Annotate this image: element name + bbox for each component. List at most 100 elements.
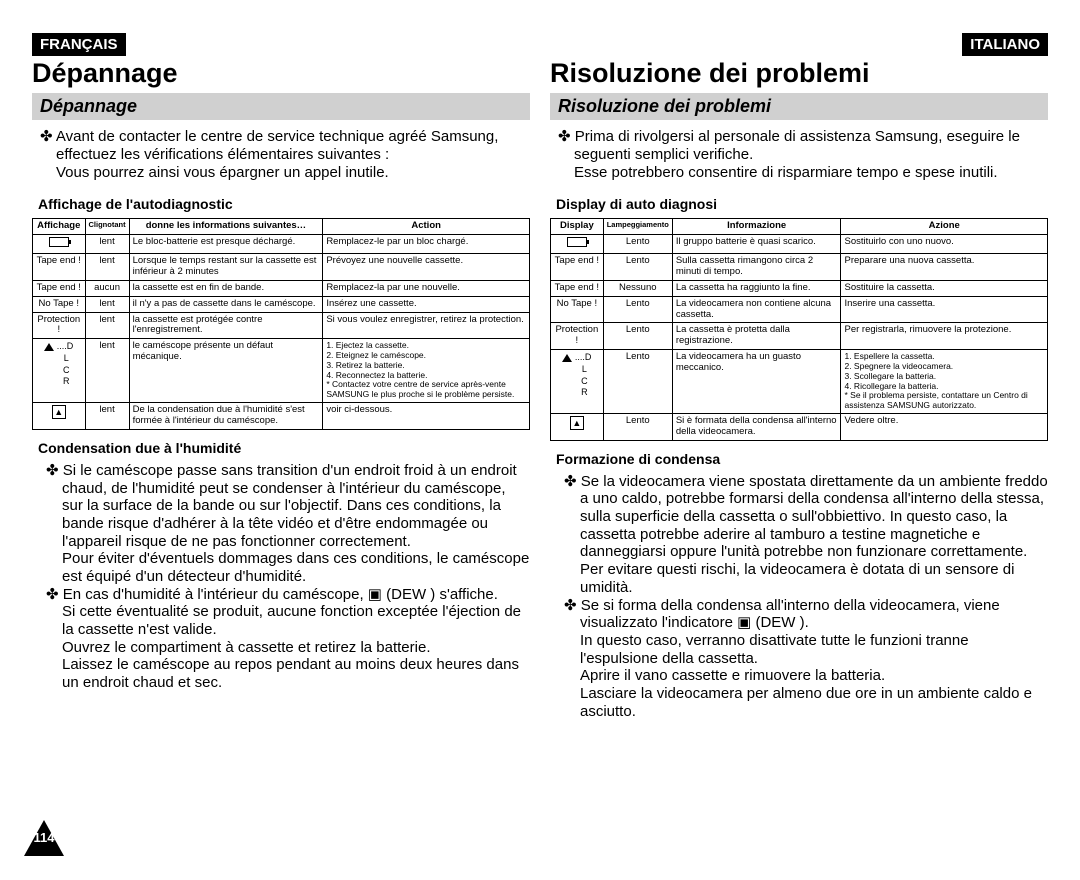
table-row: No Tape !LentoLa videocamera non contien… bbox=[551, 296, 1048, 323]
condensation-title: Formazione di condensa bbox=[556, 451, 1048, 467]
paragraph: Pour éviter d'éventuels dommages dans ce… bbox=[62, 550, 530, 585]
cell-action: Sostituire la cassetta. bbox=[841, 280, 1048, 296]
page-title: Risoluzione dei problemi bbox=[550, 58, 1048, 89]
cell-display: Protection ! bbox=[33, 312, 86, 339]
cell-info: la cassette est protégée contre l'enregi… bbox=[129, 312, 323, 339]
table-row: Tape end !LentoSulla cassetta rimangono … bbox=[551, 253, 1048, 280]
paragraph: Lasciare la videocamera per almeno due o… bbox=[580, 685, 1048, 720]
table-header: Affichage bbox=[33, 219, 86, 235]
cell-display: No Tape ! bbox=[551, 296, 604, 323]
cell-info: Sulla cassetta rimangono circa 2 minuti … bbox=[672, 253, 841, 280]
cell-info: la cassette est en fin de bande. bbox=[129, 280, 323, 296]
cell-info: il n'y a pas de cassette dans le camésco… bbox=[129, 296, 323, 312]
cell-action: Preparare una nuova cassetta. bbox=[841, 253, 1048, 280]
paragraph: ✤ Si le caméscope passe sans transition … bbox=[62, 462, 530, 550]
cell-display: Tape end ! bbox=[551, 253, 604, 280]
cell-action: Prévoyez une nouvelle cassette. bbox=[323, 253, 530, 280]
cell-action: Vedere oltre. bbox=[841, 413, 1048, 440]
page-title: Dépannage bbox=[32, 58, 530, 89]
table-header: Azione bbox=[841, 219, 1048, 235]
cell-action: Remplacez-le par un bloc chargé. bbox=[323, 234, 530, 253]
cell-action: 1. Ejectez la cassette. 2. Eteignez le c… bbox=[323, 339, 530, 403]
cell-blink: Lento bbox=[603, 296, 672, 323]
condensation-text: ✤ Si le caméscope passe sans transition … bbox=[32, 462, 530, 692]
cell-info: La videocamera non contiene alcuna casse… bbox=[672, 296, 841, 323]
section-heading: Dépannage bbox=[32, 93, 530, 120]
cell-display: No Tape ! bbox=[33, 296, 86, 312]
intro-text: ✤ Avant de contacter le centre de servic… bbox=[56, 128, 530, 182]
cell-info: Lorsque le temps restant sur la cassette… bbox=[129, 253, 323, 280]
table-row: ....D L C RLentoLa videocamera ha un gua… bbox=[551, 350, 1048, 414]
cell-action: 1. Espellere la cassetta. 2. Spegnere la… bbox=[841, 350, 1048, 414]
cell-blink: Lento bbox=[603, 350, 672, 414]
cell-info: La videocamera ha un guasto meccanico. bbox=[672, 350, 841, 414]
table-row: lentLe bloc-batterie est presque décharg… bbox=[33, 234, 530, 253]
cell-info: La cassetta è protetta dalla registrazio… bbox=[672, 323, 841, 350]
table-header: Clignotant bbox=[85, 219, 129, 235]
cell-display bbox=[551, 234, 604, 253]
cell-display bbox=[33, 234, 86, 253]
cell-blink: Lento bbox=[603, 234, 672, 253]
table-header: donne les informations suivantes… bbox=[129, 219, 323, 235]
paragraph: ✤ Se la videocamera viene spostata diret… bbox=[580, 473, 1048, 561]
table-header: Lampeggiamento bbox=[603, 219, 672, 235]
cell-action: Remplacez-la par une nouvelle. bbox=[323, 280, 530, 296]
cell-action: Sostituirlo con uno nuovo. bbox=[841, 234, 1048, 253]
cell-display: ....D L C R bbox=[551, 350, 604, 414]
paragraph: Si cette éventualité se produit, aucune … bbox=[62, 603, 530, 638]
table-row: ▲LentoSi è formata della condensa all'in… bbox=[551, 413, 1048, 440]
paragraph: Aprire il vano cassette e rimuovere la b… bbox=[580, 667, 1048, 685]
diagnostic-table: DisplayLampeggiamentoInformazioneAzioneL… bbox=[550, 218, 1048, 441]
paragraph: In questo caso, verranno disattivate tut… bbox=[580, 632, 1048, 667]
lang-label: ITALIANO bbox=[962, 33, 1048, 56]
page-number: 114 bbox=[22, 830, 66, 845]
cell-action: Si vous voulez enregistrer, retirez la p… bbox=[323, 312, 530, 339]
cell-display: Tape end ! bbox=[33, 280, 86, 296]
table-row: Protection !lentla cassette est protégée… bbox=[33, 312, 530, 339]
cell-display: ▲ bbox=[551, 413, 604, 440]
condensation-title: Condensation due à l'humidité bbox=[38, 440, 530, 456]
page: FRANÇAISDépannageDépannage✤ Avant de con… bbox=[0, 0, 1080, 730]
table-row: LentoIl gruppo batterie è quasi scarico.… bbox=[551, 234, 1048, 253]
table-header: Display bbox=[551, 219, 604, 235]
table-row: ▲lentDe la condensation due à l'humidité… bbox=[33, 402, 530, 429]
table-header: Action bbox=[323, 219, 530, 235]
cell-action: Per registrarla, rimuovere la protezione… bbox=[841, 323, 1048, 350]
paragraph: Laissez le caméscope au repos pendant au… bbox=[62, 656, 530, 691]
cell-blink: aucun bbox=[85, 280, 129, 296]
paragraph: Ouvrez le compartiment à cassette et ret… bbox=[62, 639, 530, 657]
diag-title: Display di auto diagnosi bbox=[556, 196, 1048, 212]
cell-action: voir ci-dessous. bbox=[323, 402, 530, 429]
diag-title: Affichage de l'autodiagnostic bbox=[38, 196, 530, 212]
condensation-text: ✤ Se la videocamera viene spostata diret… bbox=[550, 473, 1048, 721]
cell-info: De la condensation due à l'humidité s'es… bbox=[129, 402, 323, 429]
paragraph: Per evitare questi rischi, la videocamer… bbox=[580, 561, 1048, 596]
cell-display: ▲ bbox=[33, 402, 86, 429]
paragraph: ✤ En cas d'humidité à l'intérieur du cam… bbox=[62, 586, 530, 604]
intro-text: ✤ Prima di rivolgersi al personale di as… bbox=[574, 128, 1048, 182]
section-heading: Risoluzione dei problemi bbox=[550, 93, 1048, 120]
table-row: Tape end !NessunoLa cassetta ha raggiunt… bbox=[551, 280, 1048, 296]
cell-action: Insérez une cassette. bbox=[323, 296, 530, 312]
column-italian: ITALIANORisoluzione dei problemiRisoluzi… bbox=[540, 33, 1058, 720]
cell-blink: lent bbox=[85, 402, 129, 429]
cell-blink: lent bbox=[85, 296, 129, 312]
table-row: No Tape !lentil n'y a pas de cassette da… bbox=[33, 296, 530, 312]
cell-info: Si è formata della condensa all'interno … bbox=[672, 413, 841, 440]
cell-action: Inserire una cassetta. bbox=[841, 296, 1048, 323]
cell-display: Tape end ! bbox=[551, 280, 604, 296]
cell-blink: lent bbox=[85, 253, 129, 280]
diagnostic-table: AffichageClignotantdonne les information… bbox=[32, 218, 530, 430]
table-row: Protection !LentoLa cassetta è protetta … bbox=[551, 323, 1048, 350]
cell-display: ....D L C R bbox=[33, 339, 86, 403]
cell-blink: Nessuno bbox=[603, 280, 672, 296]
paragraph: ✤ Se si forma della condensa all'interno… bbox=[580, 597, 1048, 632]
table-row: Tape end !lentLorsque le temps restant s… bbox=[33, 253, 530, 280]
column-french: FRANÇAISDépannageDépannage✤ Avant de con… bbox=[22, 33, 540, 720]
cell-blink: Lento bbox=[603, 253, 672, 280]
page-number-badge: 114 bbox=[22, 818, 66, 862]
cell-blink: Lento bbox=[603, 413, 672, 440]
cell-blink: lent bbox=[85, 339, 129, 403]
table-row: ....D L C Rlentle caméscope présente un … bbox=[33, 339, 530, 403]
cell-info: le caméscope présente un défaut mécaniqu… bbox=[129, 339, 323, 403]
